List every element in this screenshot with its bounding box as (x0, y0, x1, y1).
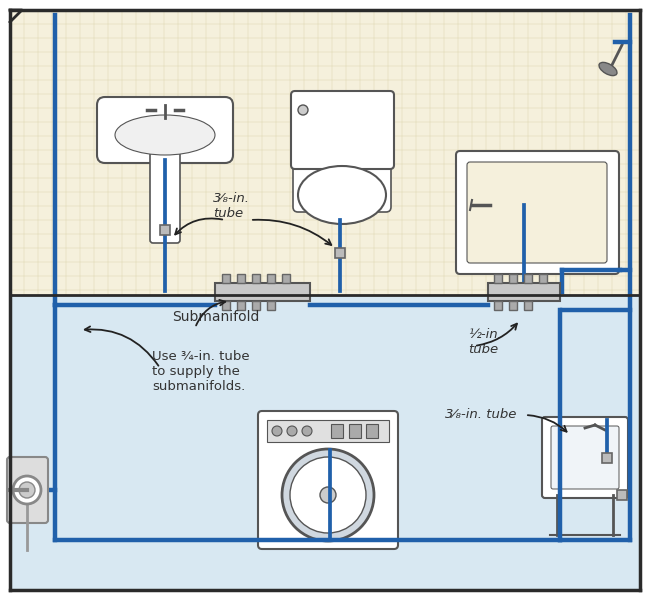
Ellipse shape (115, 115, 215, 155)
FancyBboxPatch shape (467, 162, 607, 263)
Circle shape (290, 457, 366, 533)
Bar (524, 274, 532, 283)
Circle shape (320, 487, 336, 503)
Circle shape (19, 482, 35, 498)
Text: 3⁄₈-in. tube: 3⁄₈-in. tube (445, 408, 516, 421)
Bar (10, 295, 640, 590)
Text: ½-in.
tube: ½-in. tube (468, 328, 502, 356)
FancyBboxPatch shape (7, 457, 48, 523)
Bar (331, 424, 343, 438)
FancyBboxPatch shape (291, 91, 394, 169)
FancyBboxPatch shape (293, 162, 391, 212)
Bar (267, 420, 389, 442)
Text: 3⁄₈-in.
tube: 3⁄₈-in. tube (213, 192, 250, 220)
Text: Submanifold: Submanifold (172, 310, 259, 324)
Circle shape (13, 476, 41, 504)
FancyBboxPatch shape (551, 426, 619, 489)
Bar (237, 301, 245, 310)
Bar (349, 424, 361, 438)
Bar (602, 453, 612, 463)
Bar (494, 301, 502, 310)
FancyBboxPatch shape (150, 152, 180, 243)
Ellipse shape (599, 62, 617, 76)
Bar (252, 274, 260, 283)
FancyBboxPatch shape (542, 417, 628, 498)
Bar (366, 424, 378, 438)
Bar (335, 248, 345, 258)
Circle shape (287, 426, 297, 436)
FancyBboxPatch shape (456, 151, 619, 274)
Ellipse shape (298, 166, 386, 224)
Circle shape (272, 426, 282, 436)
Circle shape (302, 426, 312, 436)
Bar (215, 283, 310, 301)
Bar (509, 274, 517, 283)
FancyBboxPatch shape (258, 411, 398, 549)
Bar (222, 274, 230, 283)
Bar (509, 301, 517, 310)
Bar (237, 274, 245, 283)
Bar (488, 283, 560, 301)
Bar (282, 274, 290, 283)
Circle shape (298, 105, 308, 115)
Bar (617, 490, 627, 500)
FancyBboxPatch shape (97, 97, 233, 163)
Bar (252, 301, 260, 310)
Circle shape (282, 449, 374, 541)
Text: Use ¾-in. tube
to supply the
submanifolds.: Use ¾-in. tube to supply the submanifold… (152, 350, 250, 393)
Bar (494, 274, 502, 283)
Bar (222, 301, 230, 310)
Bar (160, 225, 170, 235)
Bar (267, 274, 275, 283)
Bar (267, 301, 275, 310)
Bar (539, 274, 547, 283)
Bar (10, 10, 640, 295)
Bar (524, 301, 532, 310)
